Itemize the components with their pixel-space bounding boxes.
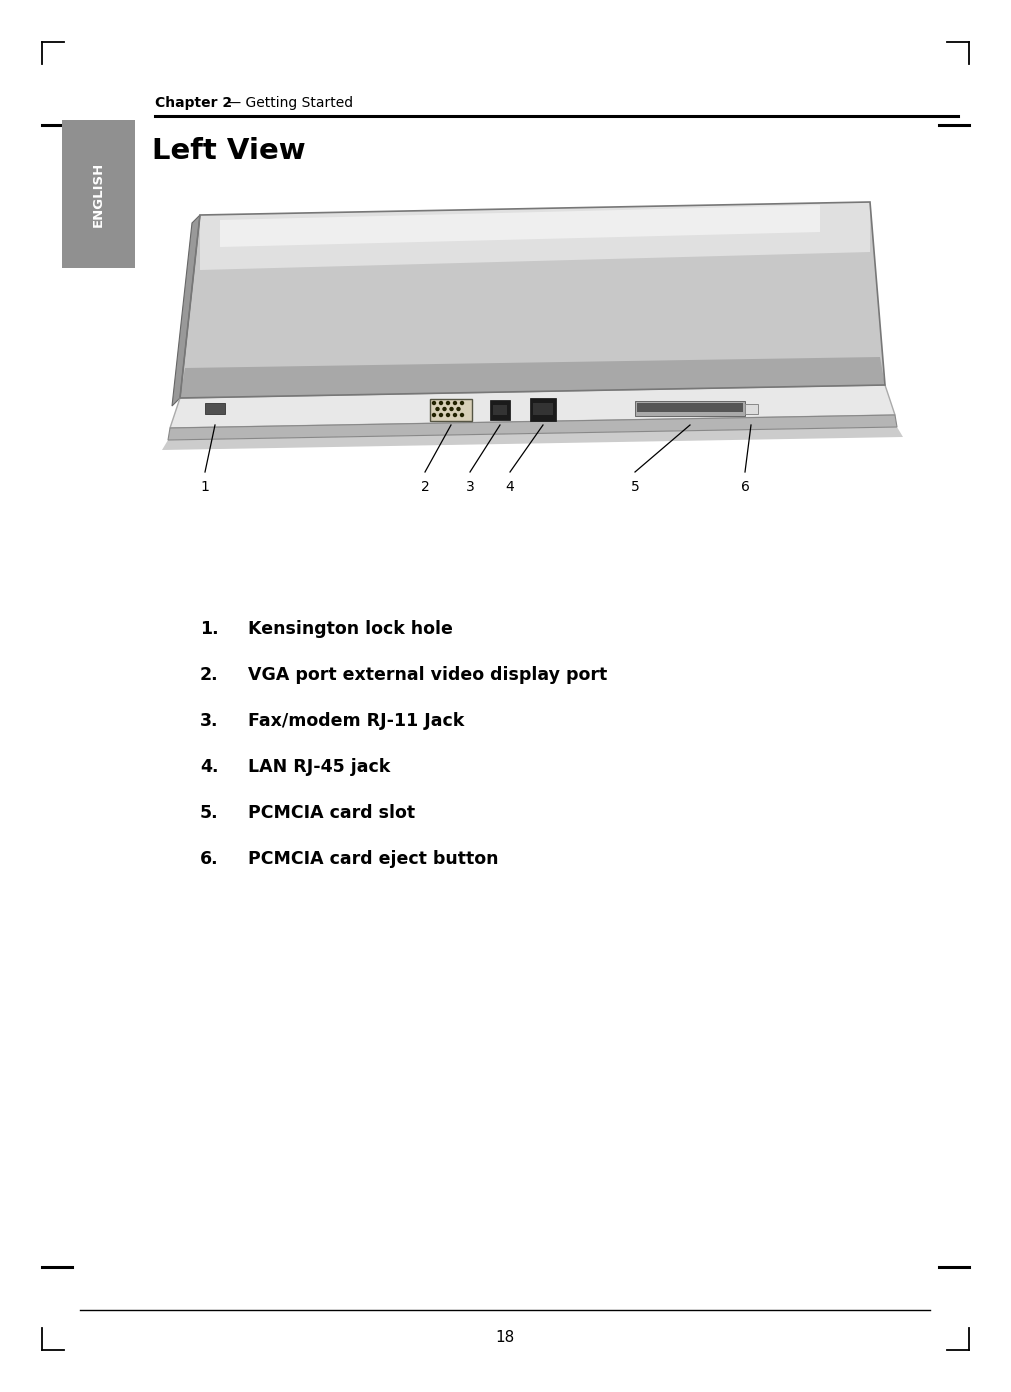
Text: Fax/modem RJ-11 Jack: Fax/modem RJ-11 Jack — [248, 711, 464, 729]
Circle shape — [433, 401, 436, 405]
Text: 5.: 5. — [200, 805, 218, 823]
Bar — [637, 404, 743, 412]
Bar — [205, 404, 225, 413]
Text: Chapter 2: Chapter 2 — [155, 96, 233, 110]
Text: 1.: 1. — [200, 619, 218, 638]
Text: 1: 1 — [200, 480, 209, 494]
Text: 5: 5 — [631, 480, 639, 494]
Text: 4: 4 — [506, 480, 515, 494]
Circle shape — [443, 408, 446, 411]
Text: PCMCIA card slot: PCMCIA card slot — [248, 805, 416, 823]
Bar — [490, 400, 510, 420]
Text: 4.: 4. — [200, 759, 218, 775]
Circle shape — [447, 413, 450, 416]
Text: LAN RJ-45 jack: LAN RJ-45 jack — [248, 759, 390, 775]
Polygon shape — [220, 205, 820, 246]
Text: Kensington lock hole: Kensington lock hole — [248, 619, 453, 638]
Polygon shape — [180, 202, 885, 398]
Polygon shape — [162, 427, 903, 450]
Circle shape — [454, 401, 457, 405]
Circle shape — [457, 408, 460, 411]
Circle shape — [460, 401, 463, 405]
Circle shape — [433, 413, 436, 416]
Circle shape — [440, 401, 443, 405]
Polygon shape — [200, 202, 870, 270]
Text: 3: 3 — [466, 480, 474, 494]
Polygon shape — [180, 356, 885, 398]
Bar — [62, 120, 135, 269]
Circle shape — [440, 413, 443, 416]
Text: 3.: 3. — [200, 711, 218, 729]
Polygon shape — [170, 386, 895, 427]
Text: 6: 6 — [741, 480, 749, 494]
Circle shape — [436, 408, 439, 411]
Circle shape — [460, 413, 463, 416]
Bar — [533, 404, 553, 415]
Text: ENGLISH: ENGLISH — [92, 161, 105, 227]
Polygon shape — [172, 214, 200, 406]
Bar — [635, 401, 745, 416]
Bar — [530, 398, 556, 420]
Text: 18: 18 — [495, 1329, 515, 1345]
Bar — [493, 405, 507, 415]
Text: PCMCIA card eject button: PCMCIA card eject button — [248, 851, 498, 869]
Circle shape — [447, 401, 450, 405]
Circle shape — [450, 408, 453, 411]
Text: 2.: 2. — [200, 665, 218, 683]
Text: 6.: 6. — [200, 851, 218, 869]
Text: VGA port external video display port: VGA port external video display port — [248, 665, 608, 683]
Circle shape — [454, 413, 457, 416]
Bar — [430, 400, 472, 420]
Text: — Getting Started: — Getting Started — [223, 96, 353, 110]
Bar — [745, 404, 758, 413]
Text: 2: 2 — [421, 480, 430, 494]
Text: Left View: Left View — [152, 136, 305, 166]
Polygon shape — [168, 415, 897, 440]
